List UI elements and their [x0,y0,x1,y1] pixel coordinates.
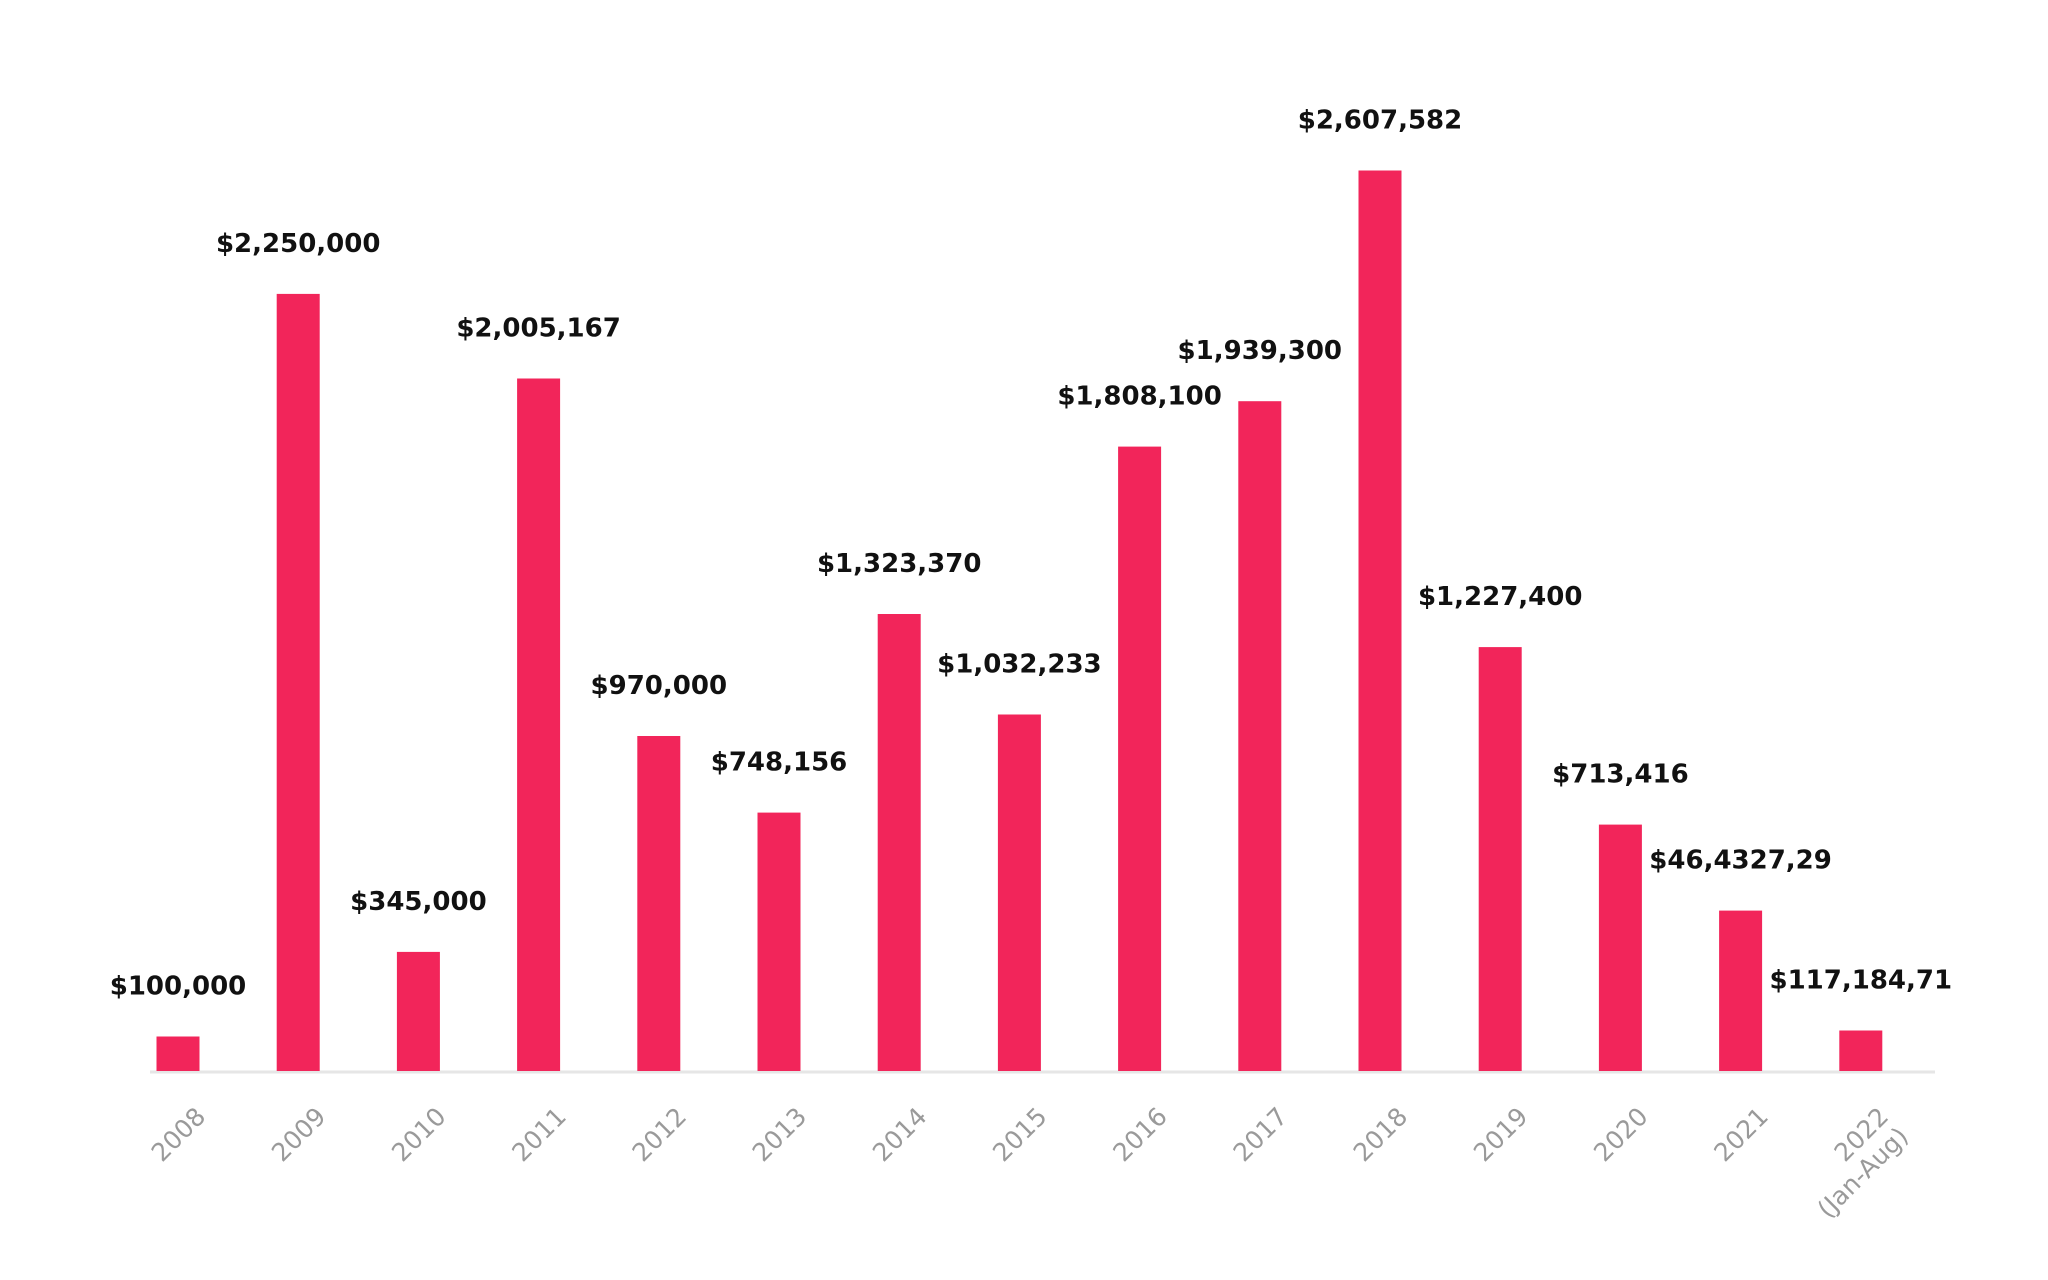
bar-3 [517,378,561,1071]
bar-5 [757,812,801,1071]
value-label-7: $1,032,233 [937,650,1101,680]
x-tick-label-14: 2022(Jan-Aug) [1812,1102,1914,1224]
x-tick-label-8: 2016 [1107,1102,1172,1167]
value-label-10: $2,607,582 [1298,106,1462,136]
x-tick-text: 2010 [386,1102,451,1167]
value-label-4: $970,000 [591,671,728,701]
x-tick-text: 2012 [627,1102,692,1167]
x-tick-text: 2016 [1107,1102,1172,1167]
bar-14 [1839,1030,1883,1071]
value-label-12: $713,416 [1552,760,1689,790]
value-label-14: $117,184,71 [1770,966,1953,996]
x-tick-label-4: 2012 [627,1102,692,1167]
x-tick-label-3: 2011 [506,1102,571,1167]
bar-9 [1238,401,1282,1071]
x-tick-text: 2009 [266,1102,331,1167]
value-label-5: $748,156 [711,748,848,778]
bar-11 [1478,647,1522,1071]
x-tick-label-9: 2017 [1228,1102,1293,1167]
x-tick-text: 2018 [1348,1102,1413,1167]
x-tick-label-11: 2019 [1468,1102,1533,1167]
value-label-8: $1,808,100 [1057,382,1221,412]
value-label-9: $1,939,300 [1178,336,1342,366]
value-label-3: $2,005,167 [456,314,620,344]
x-tick-label-12: 2020 [1588,1102,1653,1167]
value-label-11: $1,227,400 [1418,582,1582,612]
bar-13 [1719,910,1763,1071]
x-tick-text: 2008 [146,1102,211,1167]
value-label-2: $345,000 [350,887,487,917]
bar-2 [396,951,440,1071]
x-tick-label-0: 2008 [146,1102,211,1167]
bar-0 [156,1036,200,1071]
x-tick-label-5: 2013 [747,1102,812,1167]
x-tick-text: 2013 [747,1102,812,1167]
value-label-6: $1,323,370 [817,549,981,579]
value-label-0: $100,000 [110,972,247,1002]
bar-1 [276,293,320,1071]
x-tick-label-7: 2015 [987,1102,1052,1167]
bar-6 [877,614,921,1071]
x-tick-label-6: 2014 [867,1102,932,1167]
x-tick-text: 2011 [506,1102,571,1167]
x-tick-text: 2017 [1228,1102,1293,1167]
value-label-13: $46,4327,29 [1649,846,1832,876]
x-tick-label-10: 2018 [1348,1102,1413,1167]
x-tick-label-2: 2010 [386,1102,451,1167]
x-tick-text: 2021 [1708,1102,1773,1167]
x-tick-label-13: 2021 [1708,1102,1773,1167]
x-tick-label-1: 2009 [266,1102,331,1167]
value-label-1: $2,250,000 [216,229,380,259]
bar-8 [1118,446,1162,1072]
x-tick-text: 2014 [867,1102,932,1167]
bar-12 [1598,824,1642,1071]
x-tick-text: 2019 [1468,1102,1533,1167]
bar-7 [997,714,1041,1071]
bar-4 [637,736,681,1071]
bar-10 [1358,170,1402,1071]
x-tick-text: 2015 [987,1102,1052,1167]
x-tick-text: 2020 [1588,1102,1653,1167]
